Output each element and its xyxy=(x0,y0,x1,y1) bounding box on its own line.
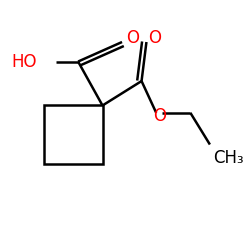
Text: O: O xyxy=(148,29,162,47)
Text: HO: HO xyxy=(12,52,37,70)
Text: O: O xyxy=(153,108,166,126)
Text: CH₃: CH₃ xyxy=(214,149,244,167)
Text: O: O xyxy=(126,29,140,47)
